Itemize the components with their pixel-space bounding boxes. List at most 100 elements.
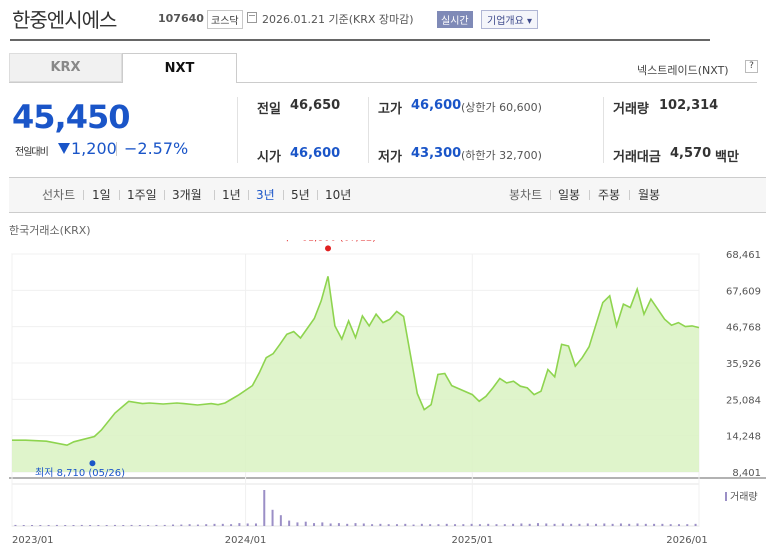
volume-bar: [644, 523, 647, 526]
volume-bar: [561, 523, 564, 526]
volume-bar: [105, 525, 108, 526]
y-tick-label: 35,926: [726, 359, 761, 370]
upper-limit: (상한가 60,600): [461, 101, 542, 114]
volume-bar: [80, 524, 83, 526]
volume-bar: [271, 509, 274, 526]
volume-bar: [213, 523, 216, 526]
divider: [248, 190, 249, 200]
help-icon[interactable]: ?: [745, 60, 758, 73]
low-value: 43,300: [411, 146, 462, 161]
candle-daily[interactable]: 일봉: [558, 188, 581, 202]
prev-close-value: 46,650: [290, 98, 341, 113]
tab-nxt[interactable]: NXT: [122, 53, 237, 83]
volume-bar: [677, 524, 680, 526]
volume-bar: [636, 523, 639, 526]
volume-bar: [296, 522, 299, 526]
volume-bar: [462, 524, 465, 526]
volume-bar: [14, 524, 17, 526]
y-tick-label: 68,461: [726, 250, 761, 261]
min-marker: [89, 460, 96, 467]
volume-legend-swatch: [725, 492, 727, 501]
max-label: 최고 61,800 (07/12): [280, 240, 376, 243]
volume-bar: [603, 523, 606, 526]
y-tick-label: 67,609: [726, 286, 761, 297]
prev-close-label: 전일: [257, 102, 281, 117]
high-label: 고가: [378, 102, 402, 117]
change-rate: −2.57%: [124, 139, 189, 158]
volume-bar: [495, 524, 498, 526]
volume-bar: [595, 523, 598, 526]
volume-bar: [288, 520, 291, 526]
y-tick-label: 25,084: [726, 395, 761, 406]
change-value: 1,200: [71, 139, 117, 158]
base-date: 2026.01.21 기준(KRX 장마감): [262, 13, 414, 26]
volume-bar: [570, 523, 573, 526]
volume-bar: [254, 523, 257, 526]
volume-bar: [694, 523, 697, 526]
volume-bar: [478, 524, 481, 526]
volume-bar: [172, 524, 175, 526]
chart-source: 한국거래소(KRX): [9, 224, 91, 237]
candle-monthly[interactable]: 월봉: [638, 188, 661, 202]
open-value: 46,600: [290, 146, 341, 161]
open-label: 시가: [257, 150, 281, 165]
divider: [589, 190, 590, 200]
range-1d[interactable]: 1일: [92, 188, 111, 202]
volume-bar: [337, 523, 340, 526]
volume-bar: [138, 525, 141, 526]
divider: [119, 190, 120, 200]
range-3y[interactable]: 3년: [256, 188, 275, 202]
divider: [283, 190, 284, 200]
volume-bar: [611, 523, 614, 526]
divider: [237, 97, 238, 163]
range-1w[interactable]: 1주일: [127, 188, 157, 202]
volume-bar: [437, 524, 440, 526]
volume-bar: [238, 523, 241, 526]
trade-amount-value: 4,570: [670, 146, 712, 161]
volume-bar: [379, 523, 382, 526]
volume-bar: [205, 524, 208, 526]
x-tick-label: 2023/01: [12, 535, 54, 546]
tab-krx[interactable]: KRX: [9, 53, 122, 82]
y-tick-label: 14,248: [726, 432, 761, 443]
price-chart[interactable]: 68,461 67,609 46,768 35,926 25,084 14,248 8,40…: [9, 240, 766, 552]
current-price: 45,450: [12, 98, 130, 136]
range-5y[interactable]: 5년: [291, 188, 310, 202]
volume-bar: [130, 524, 133, 526]
volume-bar: [321, 522, 324, 526]
market-badge: 코스닥: [207, 10, 243, 29]
y-tick-label: 46,768: [726, 323, 761, 334]
volume-bar: [520, 523, 523, 526]
range-3m[interactable]: 3개월: [172, 188, 202, 202]
volume-bar: [31, 525, 34, 526]
range-10y[interactable]: 10년: [325, 188, 352, 202]
change-label: 전일대비: [15, 147, 49, 158]
volume-value: 102,314: [659, 98, 719, 113]
volume-bar: [669, 524, 672, 526]
volume-bar: [263, 490, 266, 526]
divider: [83, 190, 84, 200]
volume-bar: [512, 523, 515, 526]
volume-bar: [39, 525, 42, 526]
divider: [317, 190, 318, 200]
volume-bar: [47, 525, 50, 526]
high-value: 46,600: [411, 98, 462, 113]
volume-bar: [313, 523, 316, 526]
volume-bar: [196, 524, 199, 526]
max-marker: [325, 245, 332, 252]
nxt-exchange-name: 넥스트레이드(NXT): [637, 64, 729, 77]
volume-bar: [619, 523, 622, 526]
volume-bar: [528, 523, 531, 526]
volume-bar: [72, 525, 75, 526]
range-1y[interactable]: 1년: [222, 188, 241, 202]
volume-bar: [628, 523, 631, 526]
realtime-button[interactable]: 실시간: [437, 11, 473, 28]
company-overview-dropdown[interactable]: 기업개요 ▾: [481, 10, 538, 29]
calendar-icon: [247, 12, 257, 23]
divider: [368, 97, 369, 163]
volume-bar: [221, 523, 224, 526]
candle-weekly[interactable]: 주봉: [598, 188, 621, 202]
volume-bar: [147, 525, 150, 526]
volume-bar: [503, 524, 506, 526]
volume-bar: [404, 523, 407, 526]
